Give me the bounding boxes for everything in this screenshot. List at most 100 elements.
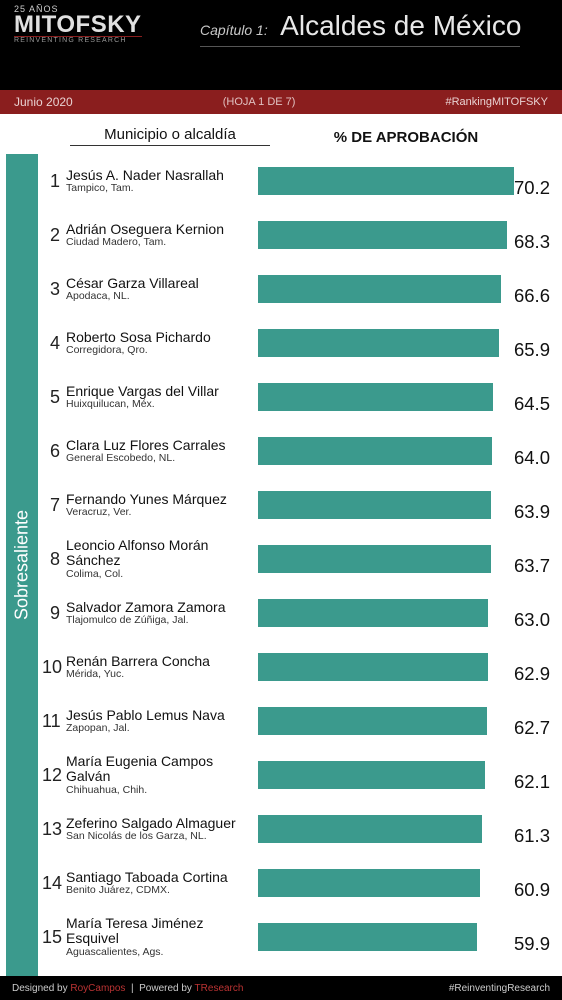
bar-cell: 60.9 bbox=[258, 864, 550, 902]
ranking-list: 1Jesús A. Nader NasrallahTampico, Tam. 70… bbox=[38, 154, 550, 976]
chapter-title: Alcaldes de México bbox=[280, 10, 521, 42]
approval-value: 63.0 bbox=[510, 609, 550, 631]
chapter-label: Capítulo 1: bbox=[200, 22, 268, 38]
person-name: María Eugenia Campos Galván bbox=[66, 754, 252, 783]
bar-cell: 63.9 bbox=[258, 486, 550, 524]
person-cell: Roberto Sosa PichardoCorregidora, Qro. bbox=[66, 330, 258, 357]
column-headers: Municipio o alcaldía % DE APROBACIÓN bbox=[0, 114, 562, 154]
person-cell: María Teresa Jiménez EsquivelAguascalien… bbox=[66, 916, 258, 957]
ranking-row: 6Clara Luz Flores CarralesGeneral Escobe… bbox=[42, 424, 550, 478]
person-place: Ciudad Madero, Tam. bbox=[66, 236, 252, 248]
person-name: Jesús Pablo Lemus Nava bbox=[66, 708, 252, 723]
rank-number: 1 bbox=[42, 171, 66, 192]
approval-bar bbox=[258, 437, 492, 465]
person-place: Huixquilucan, Méx. bbox=[66, 398, 252, 410]
footer-hashtag: #ReinventingResearch bbox=[449, 983, 550, 994]
approval-value: 70.2 bbox=[510, 177, 550, 199]
person-place: General Escobedo, NL. bbox=[66, 452, 252, 464]
approval-bar bbox=[258, 221, 507, 249]
approval-bar bbox=[258, 923, 477, 951]
designed-by: RoyCampos bbox=[70, 983, 125, 994]
sub-header-stripe: Junio 2020 (HOJA 1 DE 7) #RankingMITOFSK… bbox=[0, 90, 562, 114]
person-cell: Jesús A. Nader NasrallahTampico, Tam. bbox=[66, 168, 258, 195]
bar-cell: 65.9 bbox=[258, 324, 550, 362]
person-place: Colima, Col. bbox=[66, 568, 252, 580]
bar-cell: 64.5 bbox=[258, 378, 550, 416]
rank-number: 2 bbox=[42, 225, 66, 246]
category-label: Sobresaliente bbox=[12, 510, 33, 620]
approval-bar bbox=[258, 491, 491, 519]
approval-bar bbox=[258, 275, 501, 303]
person-cell: Santiago Taboada CortinaBenito Juárez, C… bbox=[66, 870, 258, 897]
person-name: Roberto Sosa Pichardo bbox=[66, 330, 252, 345]
powered-label: Powered by bbox=[139, 983, 192, 994]
person-cell: Enrique Vargas del VillarHuixquilucan, M… bbox=[66, 384, 258, 411]
chapter-underline bbox=[200, 46, 520, 47]
page-indicator: (HOJA 1 DE 7) bbox=[223, 96, 296, 108]
approval-bar bbox=[258, 167, 514, 195]
person-name: Santiago Taboada Cortina bbox=[66, 870, 252, 885]
person-name: María Teresa Jiménez Esquivel bbox=[66, 916, 252, 945]
rank-number: 4 bbox=[42, 333, 66, 354]
approval-value: 66.6 bbox=[510, 285, 550, 307]
ranking-row: 4Roberto Sosa PichardoCorregidora, Qro.6… bbox=[42, 316, 550, 370]
rank-number: 10 bbox=[42, 657, 66, 678]
rank-number: 5 bbox=[42, 387, 66, 408]
approval-value: 68.3 bbox=[510, 231, 550, 253]
chapter-block: Capítulo 1: Alcaldes de México bbox=[200, 10, 548, 47]
logo-sub: REINVENTING RESEARCH bbox=[14, 37, 174, 44]
bar-cell: 63.0 bbox=[258, 594, 550, 632]
col-header-right: % DE APROBACIÓN bbox=[270, 129, 542, 146]
person-name: Enrique Vargas del Villar bbox=[66, 384, 252, 399]
rank-number: 11 bbox=[42, 711, 66, 732]
bar-cell: 70.2 bbox=[258, 162, 550, 200]
person-place: Corregidora, Qro. bbox=[66, 344, 252, 356]
designed-label: Designed by bbox=[12, 983, 68, 994]
page-footer: Designed by RoyCampos | Powered by TRese… bbox=[0, 976, 562, 1000]
person-name: Jesús A. Nader Nasrallah bbox=[66, 168, 252, 183]
approval-value: 61.3 bbox=[510, 825, 550, 847]
approval-bar bbox=[258, 653, 488, 681]
ranking-body: Sobresaliente 1Jesús A. Nader NasrallahT… bbox=[0, 154, 562, 976]
col-header-left: Municipio o alcaldía bbox=[70, 126, 270, 146]
approval-value: 60.9 bbox=[510, 879, 550, 901]
person-cell: César Garza VillarealApodaca, NL. bbox=[66, 276, 258, 303]
approval-bar bbox=[258, 707, 487, 735]
approval-bar bbox=[258, 599, 488, 627]
bar-cell: 59.9 bbox=[258, 918, 550, 956]
footer-credits: Designed by RoyCampos | Powered by TRese… bbox=[12, 983, 243, 994]
person-place: Veracruz, Ver. bbox=[66, 506, 252, 518]
bar-cell: 62.9 bbox=[258, 648, 550, 686]
logo-main: MITOFSKY bbox=[14, 14, 142, 37]
rank-number: 12 bbox=[42, 765, 66, 786]
header-hashtag: #RankingMITOFSKY bbox=[445, 96, 548, 108]
rank-number: 13 bbox=[42, 819, 66, 840]
person-place: Tampico, Tam. bbox=[66, 182, 252, 194]
bar-cell: 61.3 bbox=[258, 810, 550, 848]
logo-block: 25 AÑOS MITOFSKY REINVENTING RESEARCH bbox=[14, 4, 174, 44]
person-name: César Garza Villareal bbox=[66, 276, 252, 291]
person-cell: Renán Barrera ConchaMérida, Yuc. bbox=[66, 654, 258, 681]
person-name: Adrián Oseguera Kernion bbox=[66, 222, 252, 237]
ranking-row: 11Jesús Pablo Lemus NavaZapopan, Jal.62.… bbox=[42, 694, 550, 748]
person-name: Fernando Yunes Márquez bbox=[66, 492, 252, 507]
ranking-row: 10Renán Barrera ConchaMérida, Yuc.62.9 bbox=[42, 640, 550, 694]
person-place: Tlajomulco de Zúñiga, Jal. bbox=[66, 614, 252, 626]
ranking-row: 9Salvador Zamora ZamoraTlajomulco de Zúñ… bbox=[42, 586, 550, 640]
header-date: Junio 2020 bbox=[14, 95, 73, 109]
rank-number: 3 bbox=[42, 279, 66, 300]
rank-number: 8 bbox=[42, 549, 66, 570]
person-cell: María Eugenia Campos GalvánChihuahua, Ch… bbox=[66, 754, 258, 795]
person-name: Salvador Zamora Zamora bbox=[66, 600, 252, 615]
person-cell: Jesús Pablo Lemus NavaZapopan, Jal. bbox=[66, 708, 258, 735]
approval-value: 64.5 bbox=[510, 393, 550, 415]
rank-number: 9 bbox=[42, 603, 66, 624]
category-sidebar: Sobresaliente bbox=[6, 154, 38, 976]
approval-value: 64.0 bbox=[510, 447, 550, 469]
powered-by: TResearch bbox=[195, 983, 244, 994]
ranking-row: 5Enrique Vargas del VillarHuixquilucan, … bbox=[42, 370, 550, 424]
rank-number: 15 bbox=[42, 927, 66, 948]
person-place: Chihuahua, Chih. bbox=[66, 784, 252, 796]
ranking-row: 12María Eugenia Campos GalvánChihuahua, … bbox=[42, 748, 550, 802]
bar-cell: 62.1 bbox=[258, 756, 550, 794]
